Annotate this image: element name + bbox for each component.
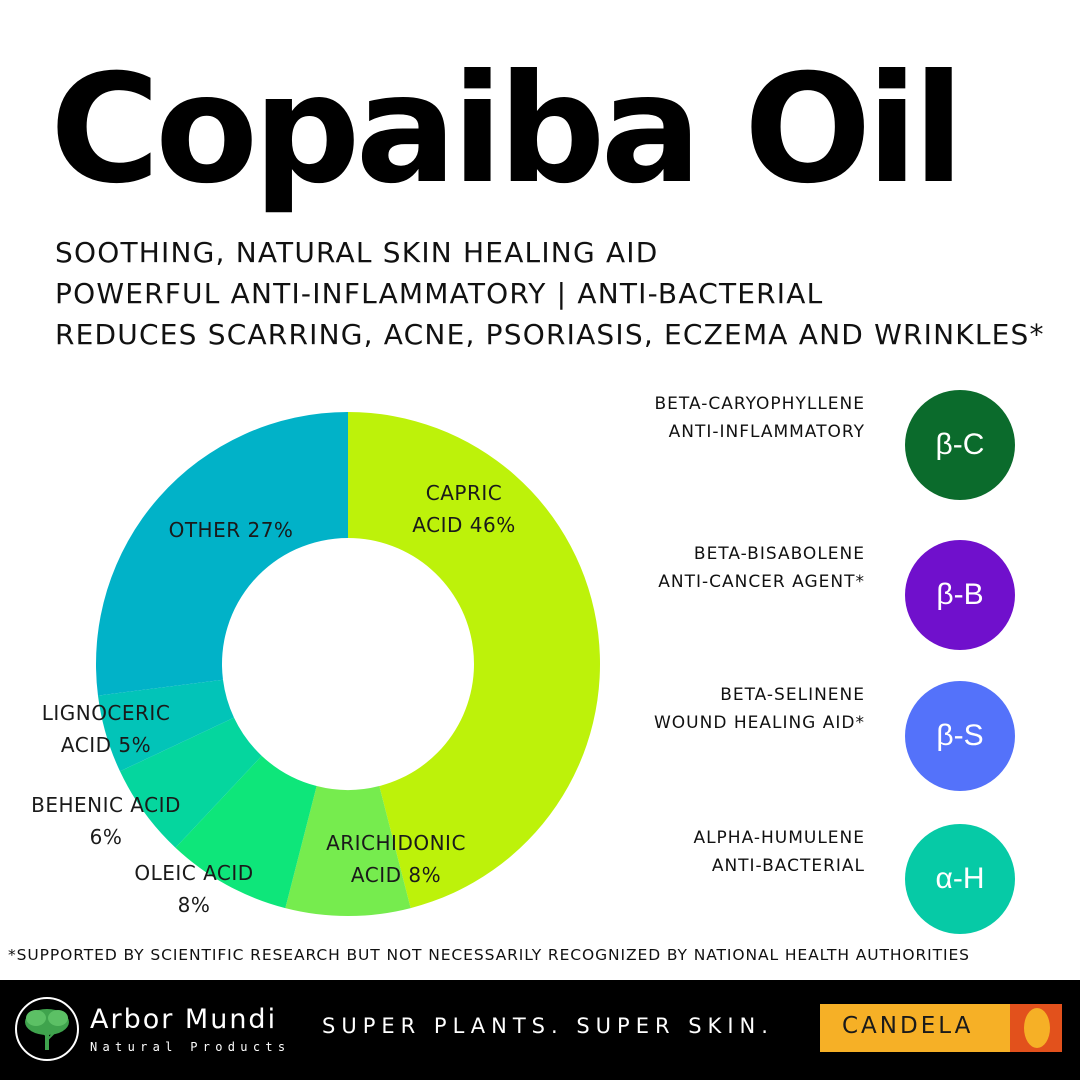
- slice-label: OTHER 27%: [169, 518, 294, 542]
- compound-badge: β-B: [905, 540, 1015, 650]
- compound-benefit: ANTI-INFLAMMATORY: [668, 422, 865, 442]
- compound-row: BETA-CARYOPHYLLENE ANTI-INFLAMMATORY β-C: [0, 390, 1080, 500]
- footer-bar: Arbor Mundi Natural Products SUPER PLANT…: [0, 980, 1080, 1080]
- slice-label: LIGNOCERIC ACID 5%: [42, 701, 171, 757]
- benefit-line: POWERFUL ANTI-INFLAMMATORY | ANTI-BACTER…: [55, 277, 824, 310]
- compound-benefit: ANTI-CANCER AGENT*: [658, 572, 865, 592]
- slice-label: BEHENIC ACID 6%: [31, 793, 181, 849]
- brand-name: Arbor Mundi: [90, 1004, 278, 1035]
- footnote: *SUPPORTED BY SCIENTIFIC RESEARCH BUT NO…: [8, 946, 970, 964]
- pie-slice: [285, 786, 411, 917]
- pie-slice: [97, 679, 234, 772]
- slice-label: ARICHIDONIC ACID 8%: [326, 831, 466, 887]
- slice-label: OLEIC ACID 8%: [134, 861, 253, 917]
- slice-label: CAPRIC ACID 46%: [412, 481, 515, 537]
- flame-icon: [1010, 1004, 1062, 1052]
- compound-row: ALPHA-HUMULENE ANTI-BACTERIAL α-H: [0, 824, 1080, 934]
- benefit-line: REDUCES SCARRING, ACNE, PSORIASIS, ECZEM…: [55, 318, 1045, 351]
- brand-subtitle: Natural Products: [90, 1040, 291, 1054]
- compound-name: BETA-SELINENE: [720, 685, 865, 705]
- compound-name: BETA-CARYOPHYLLENE: [654, 394, 865, 414]
- compound-benefit: WOUND HEALING AID*: [653, 713, 865, 733]
- pie-slice: [175, 755, 317, 909]
- compound-name: BETA-BISABOLENE: [693, 544, 865, 564]
- pie-slice: [96, 412, 348, 696]
- compound-badge: α-H: [905, 824, 1015, 934]
- compound-name: ALPHA-HUMULENE: [693, 828, 865, 848]
- pie-slice: [119, 717, 262, 848]
- fatty-acid-donut-chart: CAPRIC ACID 46% ARICHIDONIC ACID 8% OLEIC AC…: [31, 412, 601, 917]
- benefit-line: SOOTHING, NATURAL SKIN HEALING AID: [55, 236, 659, 269]
- compound-row: BETA-SELINENE WOUND HEALING AID* β-S: [0, 681, 1080, 791]
- compound-badge: β-S: [905, 681, 1015, 791]
- compound-badge: β-C: [905, 390, 1015, 500]
- page-title: Copaiba Oil: [50, 43, 964, 217]
- tree-logo-icon: [15, 997, 79, 1061]
- benefits-list: SOOTHING, NATURAL SKIN HEALING AID POWER…: [55, 232, 1045, 355]
- pie-slice: [348, 412, 601, 909]
- tagline: SUPER PLANTS. SUPER SKIN.: [322, 1014, 774, 1038]
- candela-logo: CANDELA: [820, 1004, 1062, 1052]
- compound-benefit: ANTI-BACTERIAL: [711, 856, 865, 876]
- candela-logo-text: CANDELA: [842, 1013, 974, 1039]
- compound-row: BETA-BISABOLENE ANTI-CANCER AGENT* β-B: [0, 540, 1080, 650]
